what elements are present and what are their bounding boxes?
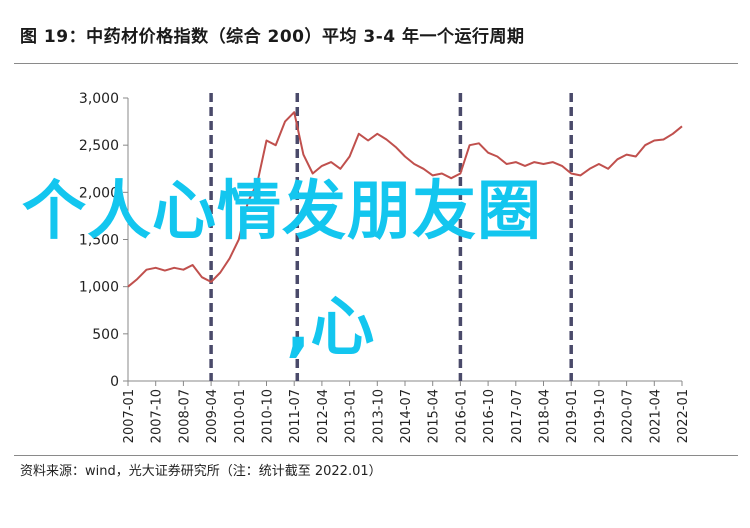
x-tick-label: 2010-01 (233, 389, 248, 443)
footer-rule (14, 455, 738, 456)
price-index-line (127, 111, 683, 288)
y-tick-label: 2,000 (79, 185, 119, 201)
x-tick-label: 2022-01 (676, 389, 691, 443)
y-tick-label: 3,000 (79, 91, 119, 107)
x-tick-label: 2007-01 (122, 389, 137, 443)
x-tick-label: 2016-01 (454, 389, 469, 443)
y-tick-label: 1,500 (79, 233, 119, 249)
x-tick-label: 2019-01 (565, 389, 580, 443)
x-tick-label: 2021-04 (648, 389, 663, 443)
header-rule (14, 63, 738, 64)
x-tick-label: 2018-04 (538, 389, 553, 443)
source-note: 资料来源：wind，光大证券研究所（注：统计截至 2022.01） (20, 464, 382, 479)
overlay-watermark-text-2: ,心 (286, 291, 375, 365)
x-tick-label: 2017-07 (510, 389, 525, 443)
x-tick-label: 2012-04 (316, 389, 331, 443)
y-tick-label: 2,500 (79, 138, 119, 154)
y-tick-label: 1,000 (79, 280, 119, 296)
x-tick-label: 2013-01 (344, 389, 359, 443)
chart-title: 图 19：中药材价格指数（综合 200）平均 3-4 年一个运行周期 (20, 27, 525, 47)
y-tick-label: 0 (110, 374, 119, 390)
x-tick-label: 2013-10 (371, 389, 386, 443)
x-tick-label: 2010-10 (261, 389, 276, 443)
overlay-watermark-text: 个人心情发朋友圈 (22, 175, 542, 249)
x-tick-label: 2011-07 (288, 389, 303, 443)
x-tick-label: 2020-07 (621, 389, 636, 443)
x-tick-label: 2014-07 (399, 389, 414, 443)
x-tick-label: 2019-10 (593, 389, 608, 443)
x-tick-label: 2015-04 (427, 389, 442, 443)
x-tick-label: 2007-10 (150, 389, 165, 443)
x-tick-label: 2016-10 (482, 389, 497, 443)
x-tick-label: 2008-07 (177, 389, 192, 443)
y-tick-label: 500 (92, 327, 119, 343)
x-tick-label: 2009-04 (205, 389, 220, 443)
